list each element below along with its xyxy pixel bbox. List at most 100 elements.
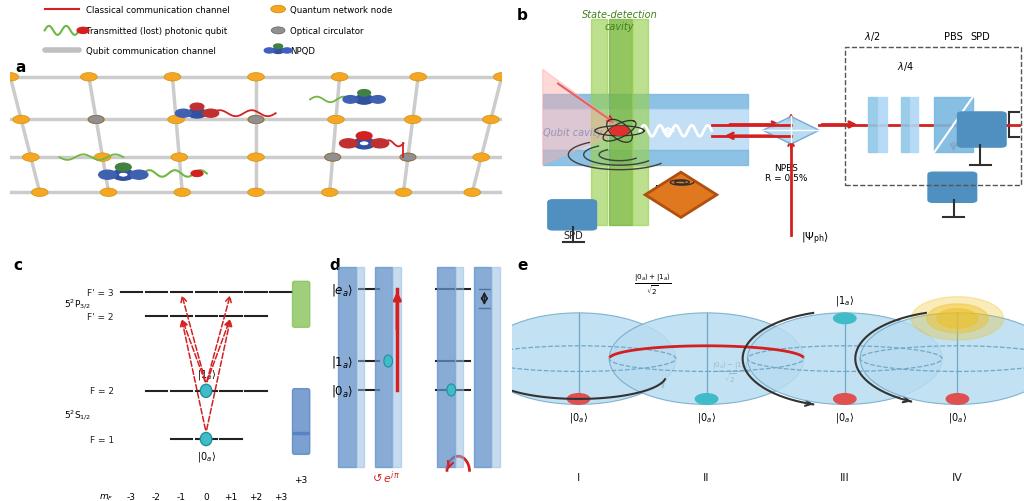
Bar	[492, 268, 500, 467]
Circle shape	[610, 127, 629, 136]
Circle shape	[331, 73, 348, 82]
Text: Qubit communication channel: Qubit communication channel	[86, 47, 216, 56]
Text: b: b	[517, 8, 528, 23]
Text: SPD: SPD	[563, 230, 584, 240]
Polygon shape	[543, 70, 625, 165]
Text: -3: -3	[127, 491, 136, 500]
Circle shape	[174, 188, 190, 197]
Bar	[338, 268, 355, 467]
Circle shape	[464, 188, 480, 197]
Text: $\circlearrowleft e^{i\pi}$: $\circlearrowleft e^{i\pi}$	[370, 468, 400, 485]
FancyBboxPatch shape	[293, 282, 309, 328]
Circle shape	[98, 171, 117, 180]
Text: +3: +3	[274, 491, 288, 500]
Circle shape	[272, 48, 284, 54]
Circle shape	[81, 73, 97, 82]
Circle shape	[410, 73, 427, 82]
Text: +1: +1	[224, 491, 238, 500]
Text: Transmitted (lost) photonic qubit: Transmitted (lost) photonic qubit	[86, 27, 227, 36]
Text: 0: 0	[203, 491, 209, 500]
Circle shape	[353, 138, 375, 149]
Text: State-detection
cavity: State-detection cavity	[582, 10, 657, 32]
Circle shape	[270, 6, 286, 14]
Text: c: c	[13, 258, 23, 273]
Text: NPBS
R = 0.5%: NPBS R = 0.5%	[765, 163, 807, 183]
FancyBboxPatch shape	[548, 200, 596, 230]
FancyBboxPatch shape	[957, 113, 1006, 148]
Text: -2: -2	[152, 491, 161, 500]
Circle shape	[404, 116, 421, 124]
Circle shape	[834, 314, 856, 324]
Text: Optical circulator: Optical circulator	[291, 27, 364, 36]
Text: $m_F$: $m_F$	[99, 491, 114, 501]
Text: F' = 2: F' = 2	[87, 312, 114, 321]
Circle shape	[203, 110, 219, 118]
Circle shape	[187, 109, 207, 119]
Text: -1: -1	[176, 491, 185, 500]
Circle shape	[343, 96, 357, 104]
Text: Quantum network node: Quantum network node	[291, 6, 393, 15]
Circle shape	[273, 45, 283, 50]
Circle shape	[191, 171, 203, 177]
Circle shape	[88, 116, 104, 124]
Circle shape	[356, 132, 372, 141]
Bar	[437, 268, 455, 467]
FancyBboxPatch shape	[293, 389, 309, 435]
Circle shape	[354, 95, 374, 105]
Bar	[592, 20, 606, 225]
Circle shape	[325, 153, 341, 162]
Bar	[901, 98, 909, 153]
Circle shape	[328, 116, 344, 124]
Circle shape	[23, 153, 39, 162]
Circle shape	[567, 394, 590, 404]
Bar	[609, 20, 632, 225]
Circle shape	[248, 73, 264, 82]
Circle shape	[100, 188, 117, 197]
Text: Classical communication channel: Classical communication channel	[86, 6, 230, 15]
Text: $|1_a\rangle$: $|1_a\rangle$	[197, 367, 216, 381]
Text: $|0_a\rangle$: $|0_a\rangle$	[948, 411, 967, 424]
Circle shape	[116, 164, 131, 172]
Text: F = 1: F = 1	[90, 435, 114, 444]
Circle shape	[201, 384, 212, 398]
Circle shape	[130, 171, 147, 180]
Text: a: a	[15, 60, 26, 75]
Circle shape	[325, 154, 341, 162]
Text: F' = 3: F' = 3	[87, 288, 114, 297]
Bar	[867, 98, 877, 153]
Text: I: I	[577, 471, 581, 481]
Circle shape	[171, 153, 187, 162]
Circle shape	[32, 188, 48, 197]
Circle shape	[937, 309, 978, 328]
Text: $|0_a\rangle$: $|0_a\rangle$	[697, 411, 716, 424]
Circle shape	[12, 116, 30, 124]
Circle shape	[357, 90, 371, 97]
Bar	[474, 268, 492, 467]
Text: +2: +2	[250, 491, 262, 500]
Bar	[632, 20, 647, 225]
Circle shape	[77, 28, 89, 34]
Circle shape	[88, 116, 104, 124]
Circle shape	[340, 139, 357, 148]
Circle shape	[371, 139, 389, 148]
Circle shape	[400, 154, 416, 162]
Circle shape	[248, 116, 264, 124]
Text: IV: IV	[952, 471, 963, 481]
Text: $\frac{|0_a\rangle-|1_a\rangle}{\sqrt{2}}$: $\frac{|0_a\rangle-|1_a\rangle}{\sqrt{2}…	[712, 361, 750, 385]
Circle shape	[371, 96, 385, 104]
Text: $|\Psi_{\rm ph}\rangle$: $|\Psi_{\rm ph}\rangle$	[801, 230, 829, 246]
Bar	[543, 150, 748, 165]
Circle shape	[113, 170, 134, 181]
Circle shape	[248, 188, 264, 197]
Circle shape	[482, 116, 500, 124]
Text: 5$^2$S$_{1/2}$: 5$^2$S$_{1/2}$	[63, 408, 91, 422]
Text: II: II	[703, 471, 710, 481]
Circle shape	[446, 384, 456, 396]
Polygon shape	[763, 117, 819, 145]
Circle shape	[695, 394, 718, 404]
Circle shape	[609, 313, 804, 405]
Circle shape	[248, 153, 264, 162]
Text: e: e	[517, 258, 527, 273]
Circle shape	[384, 355, 392, 367]
Circle shape	[175, 110, 191, 118]
